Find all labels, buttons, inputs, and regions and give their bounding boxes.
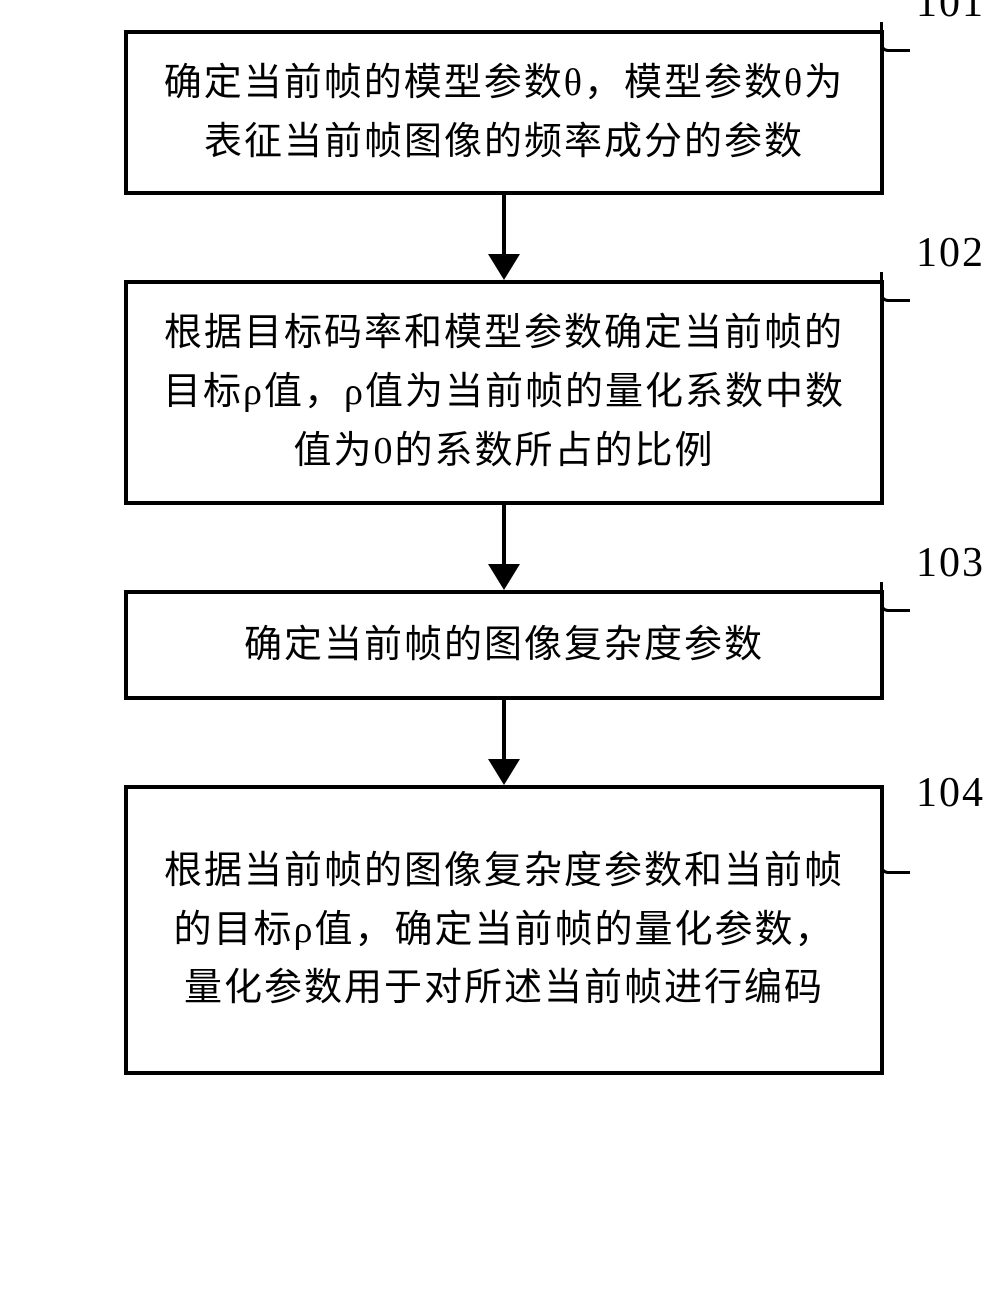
node-text: 确定当前帧的图像复杂度参数 — [244, 616, 764, 675]
arrow-head-icon — [488, 759, 520, 785]
arrow-line — [502, 195, 506, 256]
flowchart-node-102: 根据目标码率和模型参数确定当前帧的目标ρ值，ρ值为当前帧的量化系数中数值为0的系… — [124, 280, 884, 505]
flowchart-arrow — [488, 195, 520, 280]
flowchart-arrow — [488, 505, 520, 590]
flowchart-arrow — [488, 700, 520, 785]
node-label: 103 — [916, 539, 985, 587]
node-text: 根据当前帧的图像复杂度参数和当前帧的目标ρ值，确定当前帧的量化参数，量化参数用于… — [158, 842, 850, 1019]
label-connector — [880, 272, 910, 302]
label-connector — [880, 582, 910, 612]
node-text: 根据目标码率和模型参数确定当前帧的目标ρ值，ρ值为当前帧的量化系数中数值为0的系… — [158, 304, 850, 481]
node-label: 101 — [916, 0, 985, 27]
arrow-head-icon — [488, 254, 520, 280]
flowchart-node-101: 确定当前帧的模型参数θ，模型参数θ为表征当前帧图像的频率成分的参数 101 — [124, 30, 884, 195]
node-text: 确定当前帧的模型参数θ，模型参数θ为表征当前帧图像的频率成分的参数 — [158, 54, 850, 172]
flowchart-node-103: 确定当前帧的图像复杂度参数 103 — [124, 590, 884, 700]
node-label: 102 — [916, 229, 985, 277]
label-connector — [880, 814, 910, 874]
node-label: 104 — [916, 769, 985, 817]
arrow-head-icon — [488, 564, 520, 590]
label-connector — [880, 22, 910, 52]
arrow-line — [502, 505, 506, 566]
flowchart-container: 确定当前帧的模型参数θ，模型参数θ为表征当前帧图像的频率成分的参数 101 根据… — [60, 30, 948, 1075]
arrow-line — [502, 700, 506, 761]
flowchart-node-104: 根据当前帧的图像复杂度参数和当前帧的目标ρ值，确定当前帧的量化参数，量化参数用于… — [124, 785, 884, 1075]
